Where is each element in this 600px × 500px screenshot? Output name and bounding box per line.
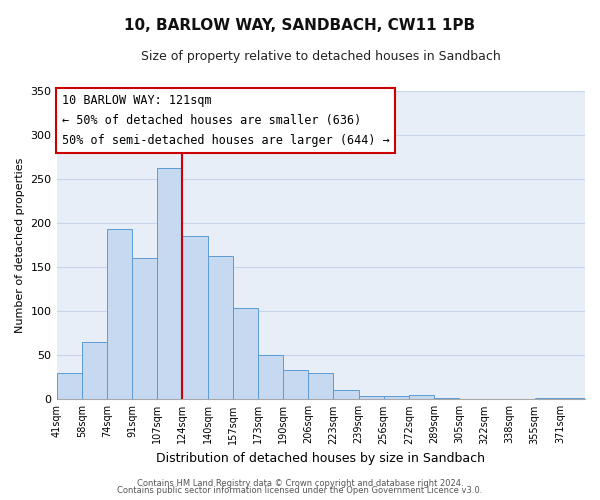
Bar <box>409 395 434 400</box>
Bar <box>383 396 409 400</box>
Bar <box>233 308 258 400</box>
Bar <box>107 229 132 400</box>
Y-axis label: Number of detached properties: Number of detached properties <box>15 157 25 332</box>
Bar <box>56 373 82 400</box>
Text: Contains HM Land Registry data © Crown copyright and database right 2024.: Contains HM Land Registry data © Crown c… <box>137 478 463 488</box>
Bar <box>132 258 157 400</box>
Text: 10, BARLOW WAY, SANDBACH, CW11 1PB: 10, BARLOW WAY, SANDBACH, CW11 1PB <box>124 18 476 32</box>
Bar <box>157 168 182 400</box>
Title: Size of property relative to detached houses in Sandbach: Size of property relative to detached ho… <box>141 50 500 63</box>
Bar <box>560 398 585 400</box>
Text: 10 BARLOW WAY: 121sqm
← 50% of detached houses are smaller (636)
50% of semi-det: 10 BARLOW WAY: 121sqm ← 50% of detached … <box>62 94 389 146</box>
Bar <box>334 390 359 400</box>
Bar <box>434 398 459 400</box>
Bar <box>208 256 233 400</box>
Bar <box>535 398 560 400</box>
Bar <box>82 342 107 400</box>
Bar <box>258 355 283 400</box>
Bar <box>359 396 383 400</box>
Bar <box>308 373 334 400</box>
Text: Contains public sector information licensed under the Open Government Licence v3: Contains public sector information licen… <box>118 486 482 495</box>
Bar <box>182 236 208 400</box>
X-axis label: Distribution of detached houses by size in Sandbach: Distribution of detached houses by size … <box>156 452 485 465</box>
Bar <box>283 370 308 400</box>
